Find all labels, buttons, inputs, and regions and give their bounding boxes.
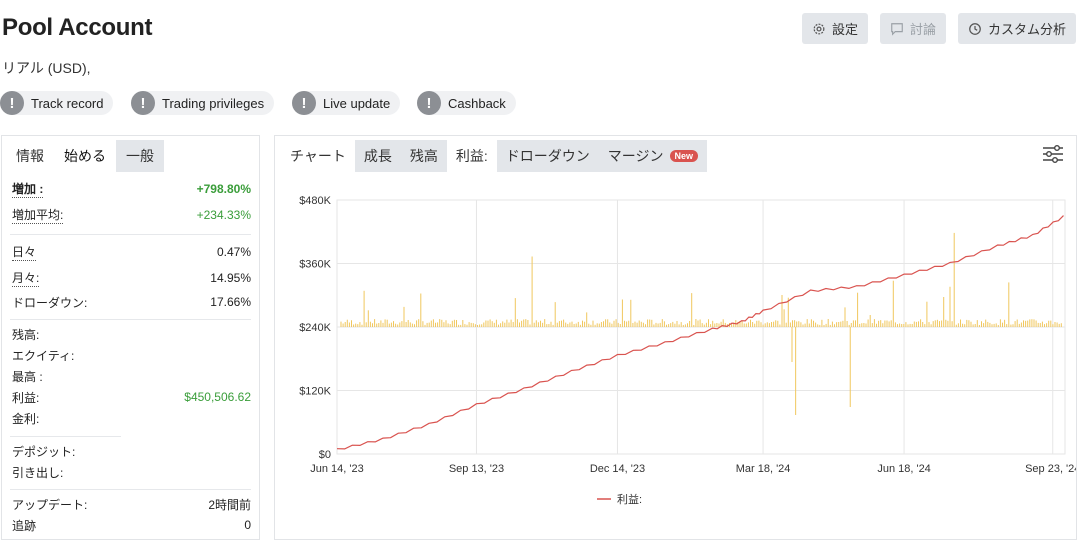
gear-icon	[813, 23, 825, 34]
tab-margin[interactable]: マージン New	[598, 140, 708, 172]
stat-deposits: デポジット:	[12, 442, 251, 460]
profit-label: 利益:	[12, 390, 40, 405]
withdrawals-label: 引き出し:	[12, 465, 64, 480]
stat-tracking: 追跡 0	[12, 516, 251, 534]
abs-gain-label[interactable]: 増加平均:	[12, 208, 64, 224]
sliders-icon[interactable]	[1042, 144, 1064, 164]
x-tick-label: Dec 14, '23	[590, 463, 645, 475]
chart-panel: チャート 成長 残高 利益: ドローダウン マージン New $0 $120K $2…	[274, 135, 1077, 540]
new-badge: New	[669, 150, 699, 162]
badge-track-record[interactable]: ! Track record	[0, 91, 114, 115]
tab-margin-label: マージン	[607, 148, 664, 164]
y-tick-label: $240K	[299, 322, 331, 334]
tab-drawdown[interactable]: ドローダウン	[496, 140, 599, 172]
badge-cashback[interactable]: ! Cashback	[417, 91, 516, 115]
custom-analysis-label: カスタム分析	[988, 22, 1067, 37]
custom-analysis-button[interactable]: カスタム分析	[958, 13, 1077, 44]
legend-label: 利益:	[617, 492, 642, 506]
stat-monthly: 月々: 14.95%	[12, 269, 251, 287]
account-type: リアル (USD),	[2, 60, 91, 76]
highest-label: 最高 :	[12, 369, 43, 384]
stat-profit: 利益: $450,506.62	[12, 388, 251, 406]
x-tick-label: Mar 18, '24	[736, 463, 791, 475]
page-title: Pool Account	[2, 14, 153, 41]
divider	[10, 319, 251, 320]
discuss-label: 討論	[910, 22, 937, 37]
y-tick-label: $0	[319, 449, 331, 461]
tab-chart[interactable]: チャート	[290, 148, 346, 164]
badge-label: Track record	[31, 95, 104, 111]
stat-equity: エクイティ:	[12, 346, 251, 364]
badge-label: Cashback	[448, 95, 506, 111]
updated-label: アップデート:	[12, 497, 88, 512]
y-axis-ticks: $0 $120K $240K $360K $480K	[299, 195, 331, 461]
monthly-label[interactable]: 月々:	[12, 271, 40, 287]
divider	[10, 489, 251, 490]
drawdown-label: ドローダウン:	[12, 295, 88, 310]
interest-label: 金利:	[12, 411, 40, 426]
x-tick-label: Jun 14, '23	[310, 463, 363, 475]
tracking-label: 追跡	[12, 518, 37, 533]
clock-icon	[969, 22, 981, 35]
tab-info[interactable]: 情報	[16, 148, 44, 164]
tab-balance[interactable]: 残高	[400, 140, 447, 172]
tab-profit[interactable]: 利益:	[455, 148, 488, 164]
exclamation-icon: !	[292, 91, 316, 115]
settings-label: 設定	[832, 22, 859, 37]
settings-button[interactable]: 設定	[802, 13, 869, 44]
updated-value: 2時間前	[208, 497, 251, 512]
comment-icon	[891, 22, 903, 36]
divider	[10, 234, 251, 235]
badge-label: Live update	[323, 95, 391, 111]
account-stats-panel: 情報 始める 一般 増加 : +798.80% 増加平均: +234.33% 日…	[1, 135, 260, 540]
tab-growth[interactable]: 成長	[354, 140, 401, 172]
badge-label: Trading privileges	[162, 95, 265, 111]
exclamation-icon: !	[131, 91, 155, 115]
tracking-value: 0	[244, 518, 251, 532]
chart-legend[interactable]: 利益:	[597, 492, 642, 506]
x-axis-ticks: Jun 14, '23 Sep 13, '23 Dec 14, '23 Mar 18,…	[310, 463, 1076, 475]
stat-gain: 増加 : +798.80%	[12, 180, 251, 198]
x-tick-label: Sep 13, '23	[449, 463, 504, 475]
tab-general[interactable]: 一般	[116, 140, 164, 172]
y-tick-label: $360K	[299, 259, 331, 271]
profit-chart: $0 $120K $240K $360K $480K Jun 14, '23 Sep 13…	[299, 195, 1076, 506]
chart-tabs: チャート 成長 残高 利益: ドローダウン マージン New	[275, 136, 1076, 172]
stat-drawdown: ドローダウン: 17.66%	[12, 293, 251, 311]
stat-updated: アップデート: 2時間前	[12, 495, 251, 513]
equity-label: エクイティ:	[12, 348, 75, 363]
y-tick-label: $480K	[299, 195, 331, 207]
daily-label[interactable]: 日々	[12, 245, 37, 261]
discuss-button[interactable]: 討論	[880, 13, 947, 44]
left-tabs: 情報 始める 一般	[2, 136, 259, 172]
stat-abs-gain: 増加平均: +234.33%	[12, 206, 251, 224]
monthly-value: 14.95%	[210, 271, 251, 285]
stat-interest: 金利:	[12, 409, 251, 427]
activity-bars	[340, 232, 1062, 415]
tab-start[interactable]: 始める	[54, 140, 116, 172]
balance-label: 残高:	[12, 327, 40, 342]
exclamation-icon: !	[0, 91, 24, 115]
daily-value: 0.47%	[216, 245, 251, 259]
x-tick-label: Sep 23, '24	[1025, 463, 1076, 475]
x-tick-label: Jun 18, '24	[877, 463, 930, 475]
profit-value: $450,506.62	[184, 390, 251, 404]
badge-trading-privileges[interactable]: ! Trading privileges	[131, 91, 275, 115]
deposits-label: デポジット:	[12, 444, 76, 459]
gain-value: +798.80%	[196, 182, 251, 196]
gain-label[interactable]: 増加 :	[12, 182, 44, 198]
stat-withdrawals: 引き出し:	[12, 463, 251, 481]
y-tick-label: $120K	[299, 386, 331, 398]
stat-daily: 日々 0.47%	[12, 243, 251, 261]
drawdown-value: 17.66%	[210, 295, 251, 309]
exclamation-icon: !	[417, 91, 441, 115]
stat-highest: 最高 :	[12, 367, 251, 385]
abs-gain-value: +234.33%	[196, 208, 251, 222]
profit-line-layer	[336, 215, 1064, 450]
profit-line	[336, 215, 1064, 450]
stat-balance: 残高:	[12, 325, 251, 343]
badge-live-update[interactable]: ! Live update	[292, 91, 401, 115]
divider	[10, 436, 121, 437]
